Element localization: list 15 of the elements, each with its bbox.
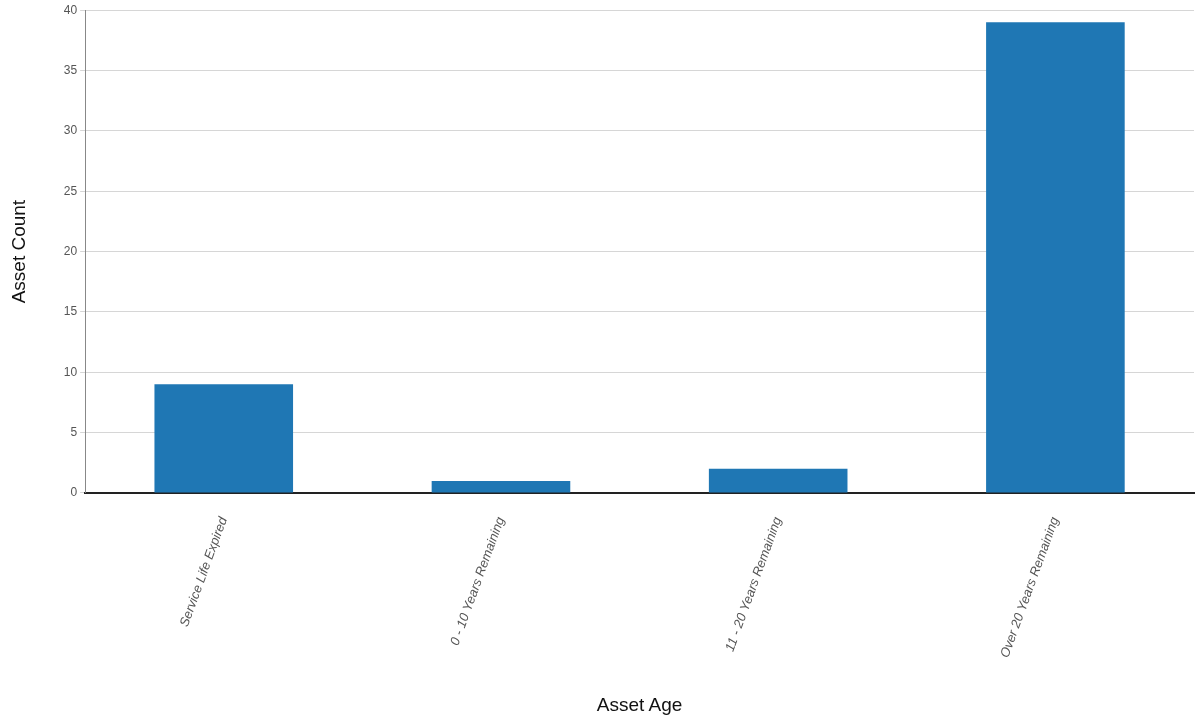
bar xyxy=(154,384,294,493)
bar xyxy=(708,468,848,493)
y-tick-label: 35 xyxy=(63,62,78,77)
bar xyxy=(986,22,1125,493)
y-tick-label: 5 xyxy=(70,424,78,439)
y-tick-label: 20 xyxy=(63,243,78,258)
y-tick-label: 25 xyxy=(63,183,78,198)
y-tick-label: 10 xyxy=(63,364,78,379)
y-tick-label: 15 xyxy=(63,304,78,319)
x-axis-title: Asset Age xyxy=(596,693,683,715)
y-tick-label: 0 xyxy=(70,485,78,500)
y-tick-label: 30 xyxy=(63,123,78,138)
bar xyxy=(431,480,571,493)
y-tick-label: 40 xyxy=(63,2,78,17)
y-axis-title: Asset Count xyxy=(7,199,29,304)
